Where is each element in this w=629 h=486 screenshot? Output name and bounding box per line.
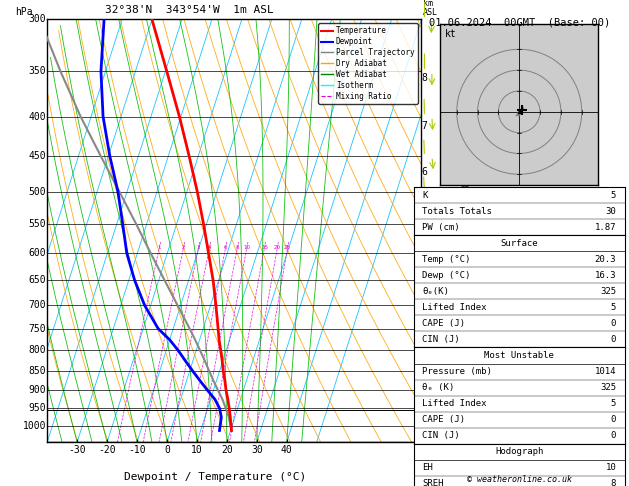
Text: 10: 10 bbox=[606, 463, 616, 472]
Text: 10: 10 bbox=[243, 245, 250, 250]
Text: 600: 600 bbox=[29, 248, 47, 259]
Text: 1: 1 bbox=[158, 245, 161, 250]
Text: 2: 2 bbox=[182, 245, 186, 250]
Text: 01.06.2024  00GMT  (Base: 00): 01.06.2024 00GMT (Base: 00) bbox=[428, 17, 610, 27]
Text: 5: 5 bbox=[611, 191, 616, 200]
Text: 500: 500 bbox=[29, 187, 47, 197]
Text: 1000: 1000 bbox=[23, 421, 47, 431]
Text: 3: 3 bbox=[421, 300, 428, 311]
Text: 8: 8 bbox=[236, 245, 239, 250]
Text: 25: 25 bbox=[284, 245, 291, 250]
Text: 450: 450 bbox=[29, 151, 47, 161]
Text: 350: 350 bbox=[29, 67, 47, 76]
Text: θₑ(K): θₑ(K) bbox=[422, 287, 449, 296]
Text: Mixing Ratio (g/kg): Mixing Ratio (g/kg) bbox=[462, 183, 471, 278]
Text: 325: 325 bbox=[600, 287, 616, 296]
Text: 30: 30 bbox=[606, 207, 616, 216]
Text: 0: 0 bbox=[611, 319, 616, 328]
Text: 20: 20 bbox=[274, 245, 281, 250]
Text: -30: -30 bbox=[69, 445, 86, 455]
Text: 4: 4 bbox=[208, 245, 211, 250]
Text: 3: 3 bbox=[197, 245, 200, 250]
Text: 2: 2 bbox=[421, 344, 428, 353]
Text: 6: 6 bbox=[421, 167, 428, 177]
Text: 20: 20 bbox=[221, 445, 233, 455]
Text: Temp (°C): Temp (°C) bbox=[422, 255, 470, 264]
Text: SREH: SREH bbox=[422, 479, 444, 486]
Text: 0: 0 bbox=[164, 445, 170, 455]
Text: CIN (J): CIN (J) bbox=[422, 335, 460, 344]
Text: 800: 800 bbox=[29, 346, 47, 355]
Text: θₑ (K): θₑ (K) bbox=[422, 383, 455, 392]
Text: 0: 0 bbox=[611, 415, 616, 424]
Text: 300: 300 bbox=[29, 15, 47, 24]
Text: © weatheronline.co.uk: © weatheronline.co.uk bbox=[467, 474, 572, 484]
Text: km
ASL: km ASL bbox=[423, 0, 438, 17]
Text: Lifted Index: Lifted Index bbox=[422, 399, 487, 408]
Text: Surface: Surface bbox=[501, 239, 538, 248]
Text: 0: 0 bbox=[611, 335, 616, 344]
Text: 950: 950 bbox=[29, 403, 47, 414]
Text: 5: 5 bbox=[611, 303, 616, 312]
Text: 0: 0 bbox=[611, 431, 616, 440]
Text: 6: 6 bbox=[224, 245, 227, 250]
Text: 20.3: 20.3 bbox=[594, 255, 616, 264]
Text: Most Unstable: Most Unstable bbox=[484, 351, 554, 360]
Text: 900: 900 bbox=[29, 385, 47, 395]
Text: 16.3: 16.3 bbox=[594, 271, 616, 280]
Text: -10: -10 bbox=[128, 445, 146, 455]
Text: CIN (J): CIN (J) bbox=[422, 431, 460, 440]
Text: 650: 650 bbox=[29, 276, 47, 285]
Text: Dewpoint / Temperature (°C): Dewpoint / Temperature (°C) bbox=[125, 472, 307, 482]
Text: CAPE (J): CAPE (J) bbox=[422, 319, 465, 328]
Text: CAPE (J): CAPE (J) bbox=[422, 415, 465, 424]
Text: 7: 7 bbox=[421, 121, 428, 131]
Text: Hodograph: Hodograph bbox=[495, 447, 543, 456]
Text: 30: 30 bbox=[251, 445, 263, 455]
Text: 10: 10 bbox=[191, 445, 203, 455]
Legend: Temperature, Dewpoint, Parcel Trajectory, Dry Adiabat, Wet Adiabat, Isotherm, Mi: Temperature, Dewpoint, Parcel Trajectory… bbox=[318, 23, 418, 104]
Text: K: K bbox=[422, 191, 428, 200]
Text: 700: 700 bbox=[29, 300, 47, 311]
Text: 1: 1 bbox=[421, 388, 428, 398]
Text: Totals Totals: Totals Totals bbox=[422, 207, 492, 216]
Text: EH: EH bbox=[422, 463, 433, 472]
Text: 15: 15 bbox=[261, 245, 268, 250]
Text: kt: kt bbox=[445, 29, 457, 39]
Text: 32°38'N  343°54'W  1m ASL: 32°38'N 343°54'W 1m ASL bbox=[105, 5, 274, 15]
Text: 4: 4 bbox=[421, 257, 428, 267]
Text: 325: 325 bbox=[600, 383, 616, 392]
Text: PW (cm): PW (cm) bbox=[422, 223, 460, 232]
Text: 1014: 1014 bbox=[594, 367, 616, 376]
Text: 550: 550 bbox=[29, 219, 47, 229]
Text: Pressure (mb): Pressure (mb) bbox=[422, 367, 492, 376]
Text: 850: 850 bbox=[29, 366, 47, 376]
Text: -20: -20 bbox=[98, 445, 116, 455]
Text: 5: 5 bbox=[421, 213, 428, 223]
Text: LCL: LCL bbox=[421, 405, 437, 414]
Text: 750: 750 bbox=[29, 324, 47, 334]
Text: 5: 5 bbox=[611, 399, 616, 408]
Text: 400: 400 bbox=[29, 111, 47, 122]
Text: 8: 8 bbox=[611, 479, 616, 486]
Text: 40: 40 bbox=[281, 445, 292, 455]
Text: Dewp (°C): Dewp (°C) bbox=[422, 271, 470, 280]
Text: 8: 8 bbox=[421, 73, 428, 83]
Text: hPa: hPa bbox=[15, 7, 33, 17]
Text: 1.87: 1.87 bbox=[594, 223, 616, 232]
Text: Lifted Index: Lifted Index bbox=[422, 303, 487, 312]
